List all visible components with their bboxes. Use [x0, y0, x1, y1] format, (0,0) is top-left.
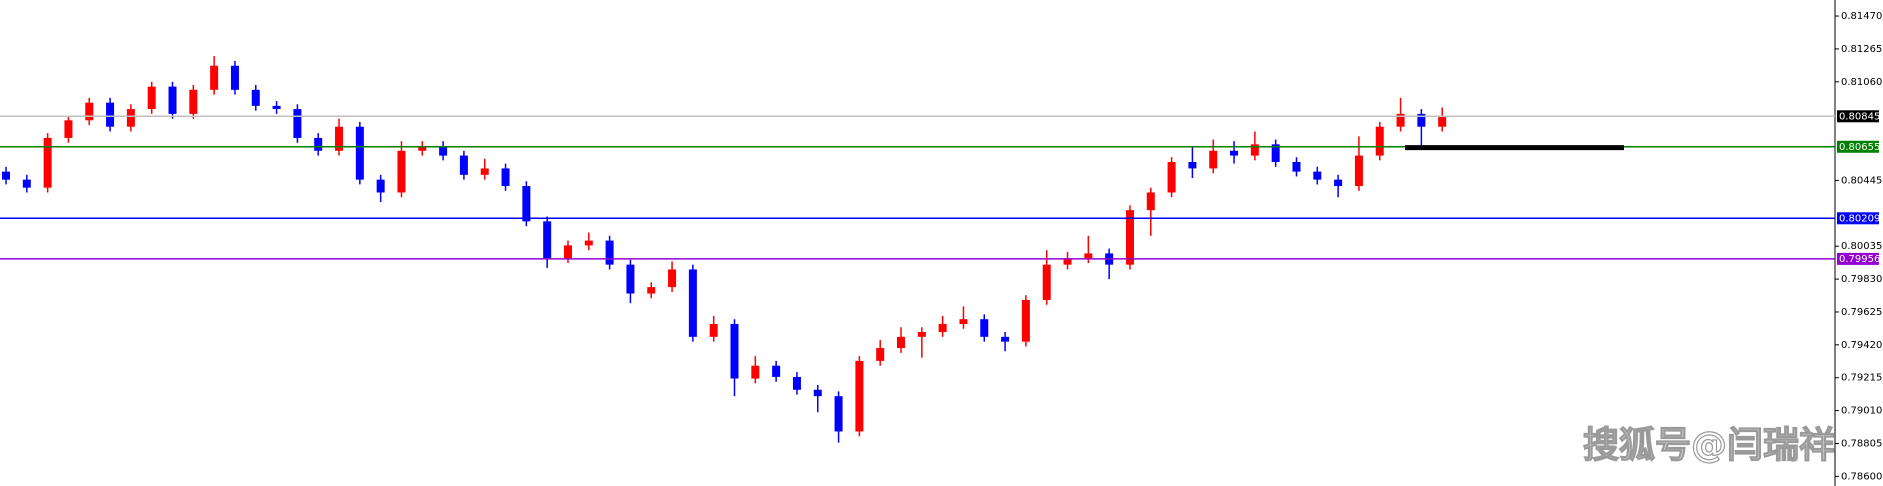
level-label: 0.80209 [1839, 213, 1880, 224]
candle-body [522, 186, 531, 222]
watermark: 搜狐号@闫瑞祥 [1583, 425, 1835, 466]
candle-body [210, 65, 219, 90]
candle-body [272, 105, 281, 110]
candle-body [43, 137, 52, 188]
candle-body [1001, 336, 1010, 342]
candle-body [1354, 155, 1363, 187]
level-label: 0.79956 [1839, 254, 1880, 265]
candle-body [2, 171, 10, 180]
candle-body [1188, 162, 1197, 169]
candle-body [1125, 210, 1134, 265]
candle-body [584, 240, 593, 246]
candle-body [189, 89, 198, 114]
candle-body [1021, 299, 1030, 342]
candle-body [1230, 150, 1239, 156]
candle-body [1063, 258, 1072, 265]
candle-body [1417, 113, 1426, 127]
candle-body [1209, 150, 1218, 169]
candle-body [314, 137, 323, 151]
y-tick-label: 0.80445 [1841, 175, 1882, 186]
candle-body [1375, 126, 1384, 156]
candle-body [980, 319, 989, 337]
candle-body [959, 319, 968, 324]
y-tick-label: 0.78805 [1841, 438, 1882, 449]
candle-body [293, 109, 302, 138]
candle-body [647, 287, 656, 294]
candle-body [376, 179, 385, 193]
candle-body [1438, 117, 1447, 127]
candle-body [855, 360, 864, 432]
level-label: 0.80845 [1839, 111, 1880, 122]
y-tick-label: 0.79830 [1841, 274, 1882, 285]
candle-body [168, 86, 177, 114]
candle-body [1042, 264, 1051, 300]
candle-body [897, 336, 906, 349]
level-label-bg [1837, 140, 1879, 153]
candle-body [439, 145, 448, 156]
candle-body [917, 332, 926, 337]
candle-body [709, 324, 718, 337]
y-tick-label: 0.79215 [1841, 373, 1882, 384]
candle-body [1292, 162, 1301, 172]
candle-body [1084, 253, 1093, 259]
candle-body [1271, 144, 1280, 162]
level-label-bg [1837, 212, 1879, 225]
candle-body [230, 65, 239, 90]
level-label-bg [1837, 252, 1879, 265]
y-tick-label: 0.79010 [1841, 406, 1882, 417]
y-tick-label: 0.78600 [1841, 471, 1882, 482]
candle-body [1313, 171, 1322, 180]
y-tick-label: 0.81060 [1841, 77, 1882, 88]
candle-body [459, 155, 468, 175]
candle-body [106, 102, 115, 127]
candle-body [335, 126, 344, 151]
candle-body [480, 168, 489, 175]
candle-body [792, 376, 801, 390]
candle-body [730, 324, 739, 379]
candle-body [688, 269, 697, 337]
candle-body [1250, 144, 1259, 156]
candle-body [813, 389, 822, 397]
candle-body [418, 145, 427, 151]
y-tick-label: 0.81265 [1841, 44, 1882, 55]
candle-body [22, 179, 31, 188]
candle-body [126, 109, 135, 127]
candle-body [1146, 192, 1155, 211]
candle-body [668, 269, 677, 288]
level-label-bg [1837, 110, 1879, 123]
candle-body [1334, 179, 1343, 187]
y-tick-label: 0.81470 [1841, 11, 1882, 22]
candle-body [147, 86, 156, 110]
candle-body [543, 221, 552, 259]
candle-body [251, 89, 260, 106]
candle-body [876, 348, 885, 361]
candle-body [751, 365, 760, 379]
candle-body [501, 168, 510, 187]
candle-body [605, 240, 614, 265]
candle-body [834, 396, 843, 432]
y-tick-label: 0.80035 [1841, 241, 1882, 252]
candle-body [355, 126, 364, 180]
candle-body [626, 264, 635, 294]
candle-body [85, 102, 94, 121]
candle-body [563, 245, 572, 259]
candle-body [1396, 113, 1405, 127]
candle-body [64, 120, 73, 138]
candle-body [397, 150, 406, 193]
y-tick-label: 0.79625 [1841, 307, 1882, 318]
candle-body [1167, 162, 1176, 193]
level-label: 0.80655 [1839, 142, 1880, 153]
y-tick-label: 0.79420 [1841, 340, 1882, 351]
candle-body [772, 365, 781, 377]
candle-body [938, 324, 947, 333]
